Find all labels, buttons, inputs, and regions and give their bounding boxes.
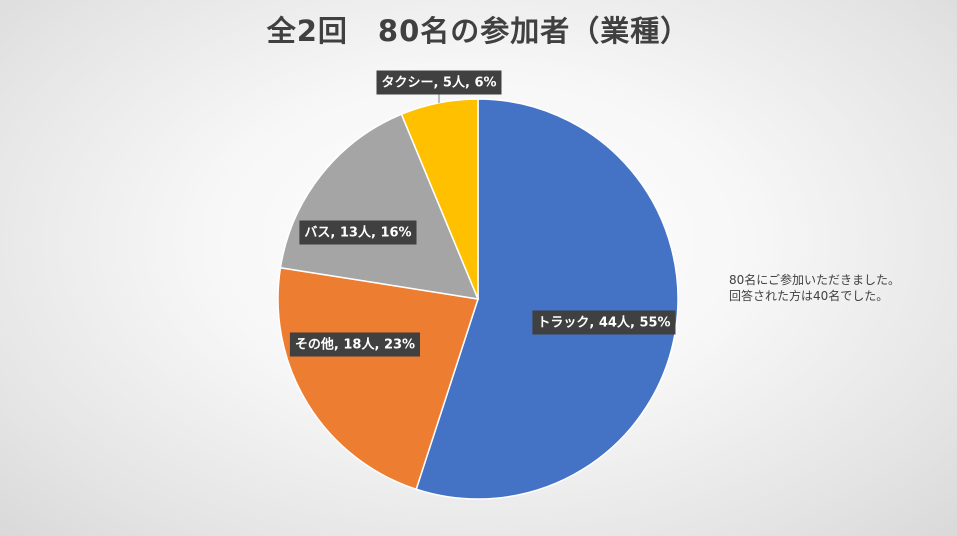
data-label-3: タクシー, 5人, 6% — [376, 70, 502, 95]
chart-title: 全2回 80名の参加者（業種） — [266, 14, 691, 48]
pie-slice-2 — [279, 113, 480, 300]
data-label-box — [532, 310, 676, 335]
participation-note: 80名にご参加いただきました。 回答された方は40名でした。 — [729, 272, 900, 304]
data-label-text: バス, 13人, 16% — [304, 225, 411, 241]
data-label-text: トラック, 44人, 55% — [537, 315, 670, 331]
note-line-2: 回答された方は40名でした。 — [729, 289, 889, 303]
pie-slice-1 — [277, 266, 479, 491]
data-label-box — [376, 70, 502, 95]
data-label-box — [289, 332, 420, 357]
data-label-text: タクシー, 5人, 6% — [381, 75, 496, 91]
data-label-box — [299, 220, 417, 245]
data-label-1: その他, 18人, 23% — [289, 332, 420, 357]
note-line-1: 80名にご参加いただきました。 — [729, 273, 901, 287]
data-label-0: トラック, 44人, 55% — [532, 310, 676, 335]
data-label-2: バス, 13人, 16% — [299, 220, 417, 245]
data-label-text: その他, 18人, 23% — [295, 337, 415, 353]
